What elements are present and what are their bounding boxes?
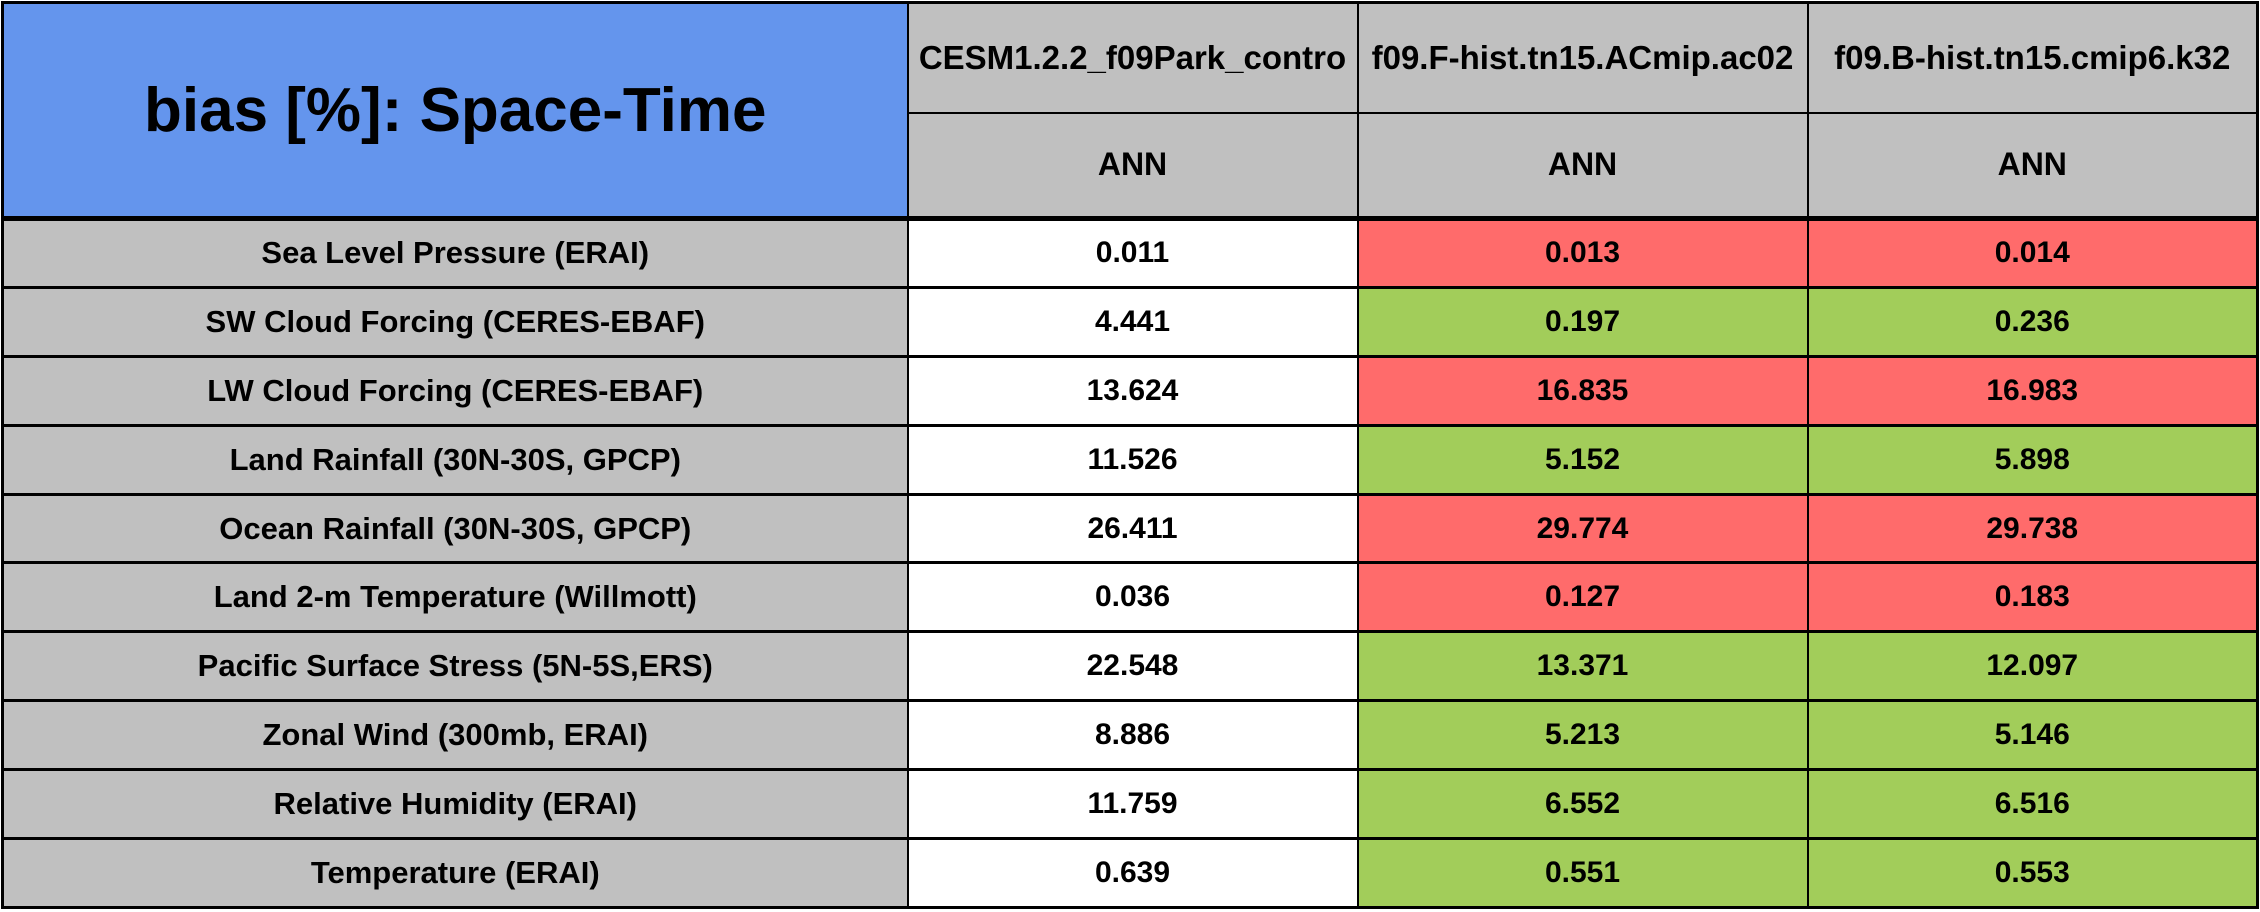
value-cell: 11.526 <box>906 423 1359 496</box>
table-title: bias [%]: Space-Time <box>1 1 909 221</box>
table-row: Land 2-m Temperature (Willmott) 0.036 0.… <box>1 561 2259 634</box>
table-header: bias [%]: Space-Time CESM1.2.2_f09Park_c… <box>1 1 2259 221</box>
value-cell: 8.886 <box>906 699 1359 772</box>
table-row: Zonal Wind (300mb, ERAI) 8.886 5.213 5.1… <box>1 699 2259 772</box>
value-cell: 26.411 <box>906 492 1359 565</box>
value-cell: 5.146 <box>1806 699 2259 772</box>
table-row: Temperature (ERAI) 0.639 0.551 0.553 <box>1 837 2259 909</box>
column-header-model-1: CESM1.2.2_f09Park_contro <box>906 1 1359 114</box>
row-label: Zonal Wind (300mb, ERAI) <box>1 699 909 772</box>
value-cell: 0.013 <box>1356 217 1809 289</box>
value-cell: 0.639 <box>906 837 1359 909</box>
value-cell: 0.036 <box>906 561 1359 634</box>
column-header-model-3: f09.B-hist.tn15.cmip6.k32 <box>1806 1 2259 114</box>
value-cell: 12.097 <box>1806 630 2259 703</box>
row-label: Ocean Rainfall (30N-30S, GPCP) <box>1 492 909 565</box>
row-label: Relative Humidity (ERAI) <box>1 768 909 841</box>
row-label: SW Cloud Forcing (CERES-EBAF) <box>1 285 909 358</box>
value-cell: 16.835 <box>1356 354 1809 427</box>
value-cell: 0.183 <box>1806 561 2259 634</box>
value-cell: 16.983 <box>1806 354 2259 427</box>
row-label: Land Rainfall (30N-30S, GPCP) <box>1 423 909 496</box>
value-cell: 11.759 <box>906 768 1359 841</box>
table-row: Relative Humidity (ERAI) 11.759 6.552 6.… <box>1 768 2259 841</box>
table-row: Ocean Rainfall (30N-30S, GPCP) 26.411 29… <box>1 492 2259 565</box>
table-row: SW Cloud Forcing (CERES-EBAF) 4.441 0.19… <box>1 285 2259 358</box>
value-cell: 0.551 <box>1356 837 1809 909</box>
value-cell: 0.127 <box>1356 561 1809 634</box>
value-cell: 29.738 <box>1806 492 2259 565</box>
value-cell: 13.371 <box>1356 630 1809 703</box>
value-cell: 0.236 <box>1806 285 2259 358</box>
table-row: Land Rainfall (30N-30S, GPCP) 11.526 5.1… <box>1 423 2259 496</box>
row-label: LW Cloud Forcing (CERES-EBAF) <box>1 354 909 427</box>
value-cell: 0.011 <box>906 217 1359 289</box>
value-cell: 0.014 <box>1806 217 2259 289</box>
season-header-1: ANN <box>906 111 1359 221</box>
value-cell: 5.898 <box>1806 423 2259 496</box>
row-label: Sea Level Pressure (ERAI) <box>1 217 909 289</box>
table-row: LW Cloud Forcing (CERES-EBAF) 13.624 16.… <box>1 354 2259 427</box>
season-header-3: ANN <box>1806 111 2259 221</box>
table-body: Sea Level Pressure (ERAI) 0.011 0.013 0.… <box>1 217 2259 909</box>
value-cell: 22.548 <box>906 630 1359 703</box>
season-header-2: ANN <box>1356 111 1809 221</box>
value-cell: 6.516 <box>1806 768 2259 841</box>
value-cell: 0.553 <box>1806 837 2259 909</box>
value-cell: 13.624 <box>906 354 1359 427</box>
value-cell: 5.213 <box>1356 699 1809 772</box>
value-cell: 5.152 <box>1356 423 1809 496</box>
table-row: Sea Level Pressure (ERAI) 0.011 0.013 0.… <box>1 217 2259 289</box>
row-label: Pacific Surface Stress (5N-5S,ERS) <box>1 630 909 703</box>
value-cell: 29.774 <box>1356 492 1809 565</box>
table-row: Pacific Surface Stress (5N-5S,ERS) 22.54… <box>1 630 2259 703</box>
season-row: ANN ANN ANN <box>3 111 2259 221</box>
model-name-row: bias [%]: Space-Time CESM1.2.2_f09Park_c… <box>1 1 2259 221</box>
column-header-model-2: f09.F-hist.tn15.ACmip.ac02 <box>1356 1 1809 114</box>
value-cell: 0.197 <box>1356 285 1809 358</box>
row-label: Temperature (ERAI) <box>1 837 909 909</box>
value-cell: 4.441 <box>906 285 1359 358</box>
row-label: Land 2-m Temperature (Willmott) <box>1 561 909 634</box>
value-cell: 6.552 <box>1356 768 1809 841</box>
